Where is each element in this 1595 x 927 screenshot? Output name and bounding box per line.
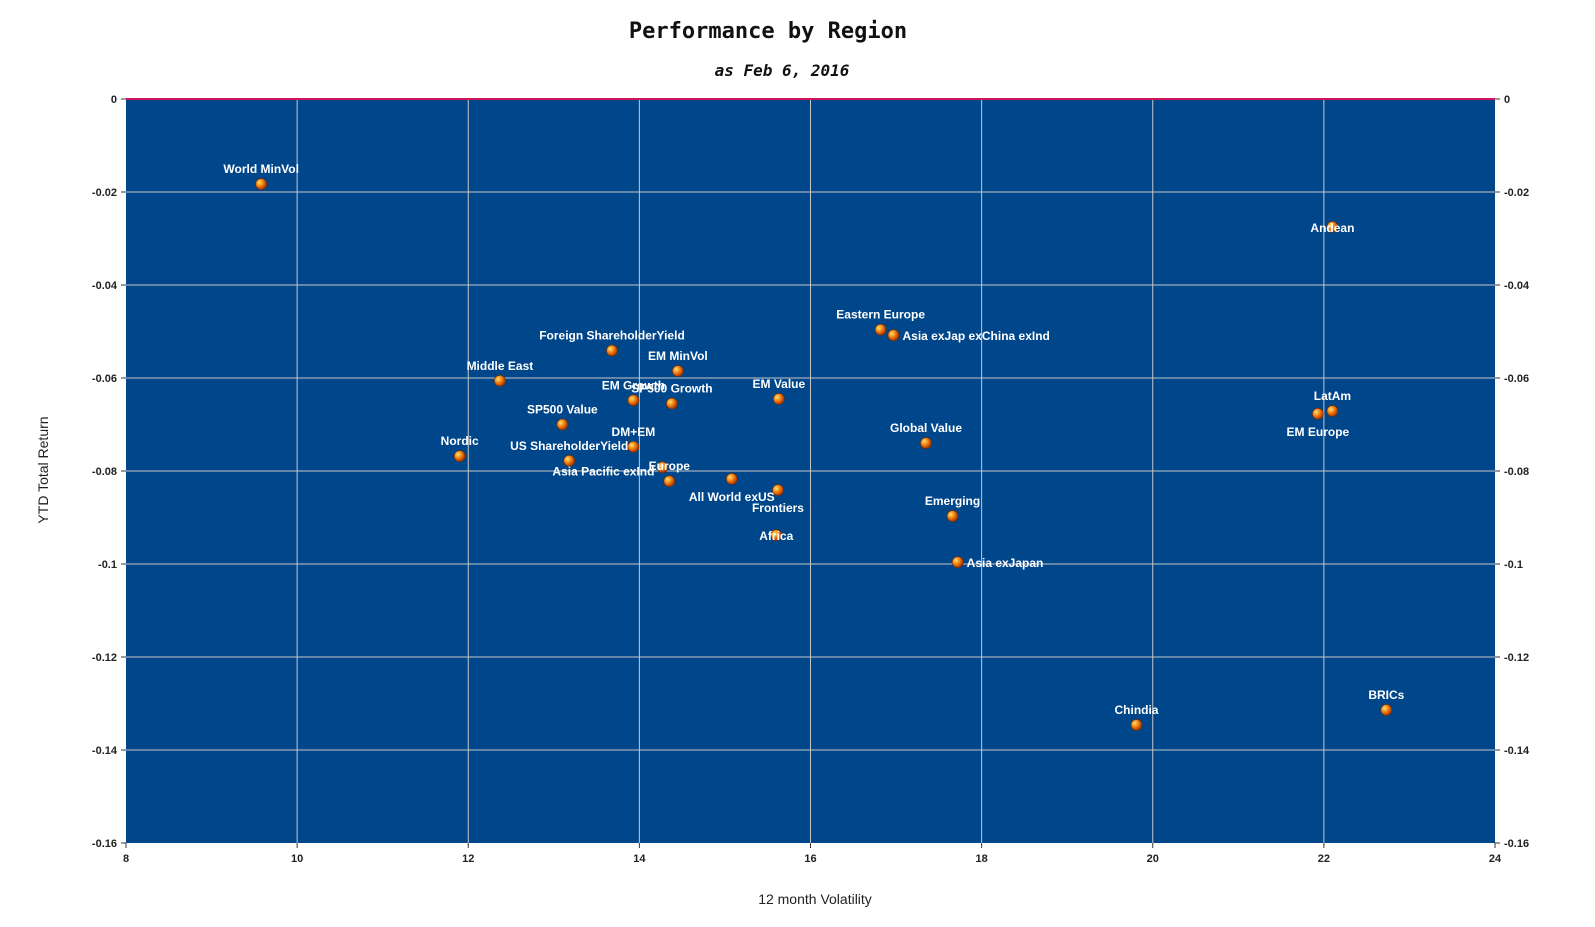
data-label: Europe	[649, 459, 691, 473]
y-tick-label-left: 0	[111, 94, 117, 106]
data-point	[920, 437, 932, 449]
data-point	[656, 461, 669, 474]
data-label: Asia Pacific exInd	[552, 464, 654, 478]
y-tick-label-left: -0.1	[98, 559, 117, 571]
axis-ticks: 8 10 12 14 16 18 20 22 24 0 0 -0.02 -0.02 -0.04 -0.04 -…	[92, 94, 1530, 865]
x-axis-label: 12 month Volatility	[758, 891, 872, 907]
grid	[126, 99, 1495, 843]
y-tick-label-right: -0.16	[1504, 838, 1529, 850]
data-point	[453, 450, 466, 462]
data-label: Asia exJapan	[967, 556, 1044, 570]
data-point	[725, 473, 738, 485]
data-points	[255, 178, 1393, 731]
data-point	[627, 394, 640, 407]
data-point	[663, 475, 676, 488]
x-tick-label: 8	[123, 853, 129, 865]
data-label: Andean	[1310, 221, 1354, 235]
data-label: EM MinVol	[648, 349, 708, 363]
chart-subtitle: as Feb 6, 2016	[715, 61, 850, 80]
y-tick-label-left: -0.16	[92, 838, 117, 850]
data-label: Global Value	[890, 421, 962, 435]
data-point	[672, 365, 684, 377]
y-tick-label-right: -0.04	[1504, 280, 1530, 292]
data-label: SP500 Growth	[631, 382, 712, 396]
y-tick-label-left: -0.12	[92, 652, 117, 664]
data-point	[1312, 408, 1324, 420]
x-tick-label: 24	[1489, 853, 1502, 865]
data-label: Africa	[759, 529, 793, 543]
data-label: Nordic	[441, 434, 479, 448]
data-label: Foreign ShareholderYield	[539, 329, 685, 343]
y-tick-label-left: -0.04	[92, 280, 118, 292]
y-tick-label-right: -0.1	[1504, 559, 1523, 571]
data-label: LatAm	[1314, 389, 1351, 403]
data-point	[1326, 405, 1339, 417]
data-point	[563, 454, 576, 467]
data-point	[1130, 719, 1143, 731]
data-label: Frontiers	[752, 501, 804, 515]
x-tick-label: 18	[976, 853, 988, 865]
data-label: DM+EM	[612, 425, 656, 439]
data-label: SP500 Value	[527, 403, 598, 417]
data-point	[1380, 704, 1393, 716]
y-tick-label-right: -0.14	[1504, 745, 1530, 757]
y-tick-label-right: -0.08	[1504, 466, 1529, 478]
x-tick-label: 16	[804, 853, 816, 865]
data-label: EM Europe	[1287, 425, 1350, 439]
data-label: EM Growth	[602, 378, 665, 392]
data-label: Middle East	[467, 359, 534, 373]
data-label: World MinVol	[223, 162, 299, 176]
x-tick-label: 22	[1318, 853, 1330, 865]
chart-title: Performance by Region	[629, 19, 907, 44]
data-point	[606, 344, 618, 357]
y-tick-label-right: 0	[1504, 94, 1510, 106]
data-point	[946, 510, 959, 522]
data-point	[874, 323, 887, 336]
data-point	[770, 529, 783, 541]
y-tick-label-left: -0.08	[92, 466, 117, 478]
data-labels: World MinVol Andean Eastern Europe Asia exJ…	[223, 162, 1404, 717]
data-point	[494, 374, 506, 387]
y-tick-label-right: -0.02	[1504, 187, 1529, 199]
y-tick-label-right: -0.06	[1504, 373, 1529, 385]
data-label: All World exUS	[689, 490, 775, 504]
data-label: Eastern Europe	[836, 308, 925, 322]
y-tick-label-left: -0.14	[92, 745, 118, 757]
data-point	[627, 441, 640, 453]
data-label: Emerging	[925, 494, 980, 508]
data-point	[666, 397, 678, 410]
x-tick-label: 10	[291, 853, 303, 865]
data-point	[1326, 221, 1339, 233]
y-tick-label-left: -0.06	[92, 373, 117, 385]
x-tick-label: 12	[462, 853, 474, 865]
data-point	[951, 556, 964, 568]
data-label: BRICs	[1368, 688, 1404, 702]
data-label: Chindia	[1114, 703, 1158, 717]
x-tick-label: 20	[1147, 853, 1159, 865]
data-label: US ShareholderYield	[510, 439, 628, 453]
data-label: Asia exJap exChina exInd	[902, 329, 1049, 343]
y-axis-label: YTD Total Return	[35, 416, 51, 523]
data-point	[556, 418, 569, 431]
data-point	[773, 393, 785, 405]
x-tick-label: 14	[633, 853, 646, 865]
y-tick-label-right: -0.12	[1504, 652, 1529, 664]
y-tick-label-left: -0.02	[92, 187, 117, 199]
data-point	[887, 329, 900, 342]
data-point	[255, 178, 267, 190]
data-label: EM Value	[752, 377, 805, 391]
data-point	[772, 484, 784, 496]
